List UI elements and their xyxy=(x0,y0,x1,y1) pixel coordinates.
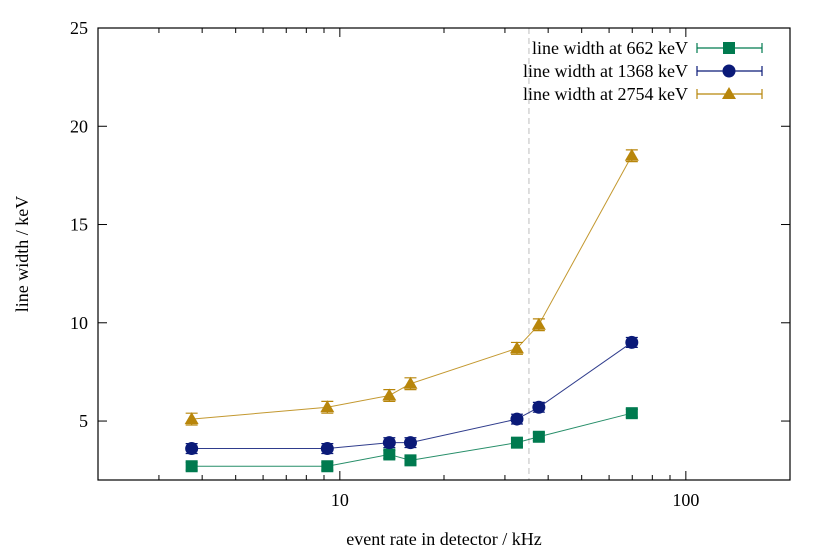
legend-label: line width at 662 keV xyxy=(532,38,688,58)
data-point xyxy=(320,400,335,413)
data-point xyxy=(531,317,546,330)
y-tick-label: 10 xyxy=(70,313,88,333)
data-point xyxy=(510,436,523,449)
data-point xyxy=(509,341,524,354)
y-tick-label: 25 xyxy=(70,18,88,38)
plot-frame xyxy=(97,27,791,481)
data-point xyxy=(625,407,638,420)
data-point xyxy=(625,335,639,349)
y-tick-label: 5 xyxy=(79,411,88,431)
x-axis-label: event rate in detector / kHz xyxy=(346,529,541,549)
data-point xyxy=(624,148,639,161)
y-tick-label: 20 xyxy=(70,116,88,136)
data-point xyxy=(510,412,524,426)
data-point xyxy=(321,460,334,473)
data-point xyxy=(184,412,199,425)
series-line xyxy=(191,342,633,450)
data-point xyxy=(382,388,397,401)
data-point xyxy=(382,436,396,450)
data-point xyxy=(320,442,334,456)
data-point xyxy=(383,448,396,461)
legend-label: line width at 2754 keV xyxy=(523,84,688,104)
legend-label: line width at 1368 keV xyxy=(523,61,688,81)
x-tick-label: 10 xyxy=(331,490,349,510)
legend-marker xyxy=(722,64,736,78)
legend-marker xyxy=(723,42,735,54)
legend-marker xyxy=(722,87,736,99)
x-tick-label: 100 xyxy=(672,490,699,510)
y-axis-label: line width / keV xyxy=(12,196,32,312)
data-point xyxy=(185,442,199,456)
data-point xyxy=(403,376,418,389)
y-tick-label: 15 xyxy=(70,215,88,235)
data-point xyxy=(403,436,417,450)
data-point xyxy=(404,454,417,467)
data-point xyxy=(532,430,545,443)
data-point xyxy=(532,400,546,414)
data-point xyxy=(185,460,198,473)
